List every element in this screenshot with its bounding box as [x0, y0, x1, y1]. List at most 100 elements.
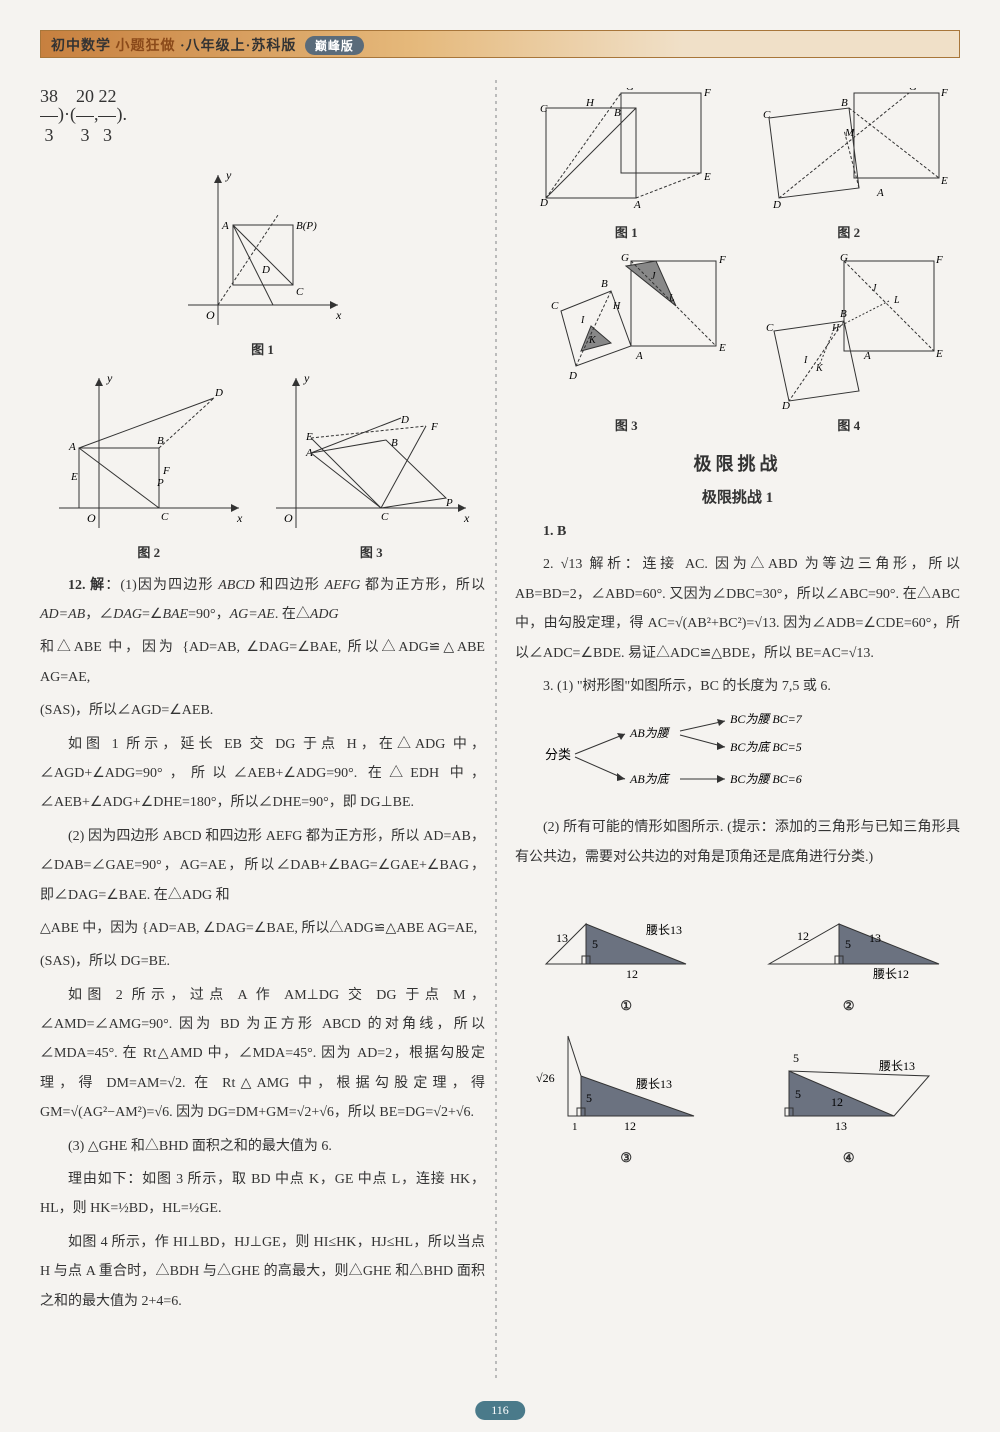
svg-text:13: 13	[556, 931, 568, 945]
svg-text:D: D	[400, 414, 409, 426]
right-fig2-label: 图 2	[749, 222, 949, 241]
svg-text:B: B	[157, 435, 164, 447]
q3a: 3. (1) "树形图"如图所示，BC 的长度为 7,5 或 6.	[515, 672, 960, 701]
p12e: (2) 因为四边形 ABCD 和四边形 AEFG 都为正方形，所以 AD=AB，…	[40, 822, 485, 910]
svg-text:A: A	[221, 220, 229, 232]
svg-text:C: C	[540, 103, 548, 115]
column-divider	[495, 80, 497, 1382]
svg-text:y: y	[106, 371, 113, 385]
left-fig2: x y O A B C E D P F	[49, 368, 249, 561]
svg-text:G: G	[626, 88, 634, 93]
svg-text:AB为腰: AB为腰	[629, 726, 671, 740]
svg-text:B: B	[840, 308, 847, 320]
svg-text:A: A	[68, 441, 76, 453]
svg-text:A: A	[635, 350, 643, 362]
svg-text:L: L	[668, 293, 675, 304]
right-fig4: C D A B G F E H K L I J	[744, 251, 954, 434]
svg-text:腰长13: 腰长13	[879, 1059, 915, 1073]
svg-text:G: G	[909, 88, 917, 93]
svg-text:13: 13	[869, 931, 881, 945]
right-fig3: C D A B G F E H K L I J	[521, 251, 731, 434]
svg-text:12: 12	[626, 967, 638, 981]
svg-text:5: 5	[795, 1087, 801, 1101]
svg-text:H: H	[585, 97, 595, 109]
p12: 12. 解：12. 解：(1)因为四边形 ABCD 和四边形 AEFG 都为正方…	[40, 571, 485, 630]
left-fig1-label: 图 1	[178, 339, 348, 358]
svg-text:O: O	[284, 511, 293, 525]
svg-text:B: B	[391, 437, 398, 449]
page-header: 初中数学 小题狂做 ·八年级上·苏科版 巅峰版	[40, 30, 960, 58]
tri3-label: ③	[526, 1150, 726, 1166]
svg-text:O: O	[87, 511, 96, 525]
svg-text:L: L	[893, 295, 900, 306]
svg-text:J: J	[651, 271, 656, 282]
tri4-label: ④	[749, 1150, 949, 1166]
svg-text:D: D	[214, 387, 223, 399]
tri1-label: ①	[526, 998, 726, 1014]
q1: 1. B	[515, 517, 960, 546]
svg-text:O: O	[206, 308, 215, 322]
svg-text:12: 12	[797, 929, 809, 943]
svg-text:12: 12	[624, 1119, 636, 1133]
header-suffix: ·八年级上·苏科版	[180, 39, 296, 54]
tri3: √26 5 1 12 腰长13 ③	[526, 1026, 726, 1166]
header-badge: 巅峰版	[305, 36, 364, 55]
svg-text:D: D	[261, 264, 270, 276]
svg-text:腰长13: 腰长13	[636, 1077, 672, 1091]
svg-text:D: D	[772, 199, 781, 211]
p12f: △ABE 中，因为 {AD=AB, ∠DAG=∠BAE, 所以△ADG≌△ABE…	[40, 914, 485, 943]
svg-text:E: E	[935, 348, 943, 360]
svg-text:E: E	[718, 342, 726, 354]
svg-text:AB为底: AB为底	[629, 772, 671, 786]
svg-text:C: C	[551, 300, 559, 312]
svg-text:E: E	[940, 175, 948, 187]
svg-text:H: H	[612, 301, 621, 312]
svg-text:A: A	[633, 199, 641, 211]
svg-text:P: P	[156, 477, 164, 489]
svg-text:x: x	[335, 308, 342, 322]
svg-text:5: 5	[793, 1051, 799, 1065]
svg-text:F: F	[162, 465, 170, 477]
right-column: C D A B G F E H 图 1	[515, 78, 960, 1320]
p12g: (SAS)，所以 DG=BE.	[40, 947, 485, 976]
q3b: (2) 所有可能的情形如图所示. (提示：添加的三角形与已知三角形具有公共边，需…	[515, 813, 960, 872]
p12j: 理由如下：如图 3 所示，取 BD 中点 K，GE 中点 L，连接 HK，HL，…	[40, 1165, 485, 1224]
svg-text:B: B	[614, 107, 621, 119]
svg-text:F: F	[718, 254, 726, 266]
svg-text:√26: √26	[536, 1071, 555, 1085]
p12i: (3) △GHE 和△BHD 面积之和的最大值为 6.	[40, 1132, 485, 1161]
right-fig3-label: 图 3	[521, 415, 731, 434]
right-fig1-label: 图 1	[526, 222, 726, 241]
tri4: 5 5 12 13 腰长13 ④	[749, 1026, 949, 1166]
right-fig2: C D A B G F E M 图 2	[749, 88, 949, 241]
svg-text:y: y	[225, 168, 232, 182]
p12c: (SAS)，所以∠AGD=∠AEB.	[40, 696, 485, 725]
svg-text:5: 5	[845, 937, 851, 951]
right-fig4-label: 图 4	[744, 415, 954, 434]
svg-text:腰长13: 腰长13	[646, 923, 682, 937]
header-middle: 小题狂做	[116, 39, 176, 54]
svg-text:D: D	[568, 370, 577, 382]
left-fig3: x y O E A D F B C P	[266, 368, 476, 561]
svg-text:C: C	[766, 322, 774, 334]
svg-text:D: D	[781, 400, 790, 411]
svg-text:C: C	[161, 511, 169, 523]
left-fig1: x y O A B(P) C D 图 1	[178, 165, 348, 358]
svg-text:E: E	[70, 471, 78, 483]
tri1: 13 5 12 腰长13 ①	[526, 884, 726, 1014]
svg-text:G: G	[840, 252, 848, 264]
svg-text:13: 13	[835, 1119, 847, 1133]
section-title: 极限挑战	[515, 450, 960, 476]
svg-text:A: A	[876, 187, 884, 199]
tri2: 12 5 13 腰长12 ②	[749, 884, 949, 1014]
svg-text:G: G	[621, 252, 629, 264]
svg-text:1: 1	[572, 1121, 578, 1133]
p12b: 和△ABE 中，因为 {AD=AB, ∠DAG=∠BAE, 所以△ADG≌△AB…	[40, 633, 485, 692]
svg-text:x: x	[463, 511, 470, 525]
sub-title: 极限挑战 1	[515, 486, 960, 507]
svg-text:E: E	[305, 431, 313, 443]
svg-text:F: F	[430, 421, 438, 433]
header-prefix: 初中数学	[51, 39, 111, 54]
svg-text:K: K	[815, 363, 824, 374]
svg-text:BC为腰 BC=7: BC为腰 BC=7	[730, 712, 803, 726]
